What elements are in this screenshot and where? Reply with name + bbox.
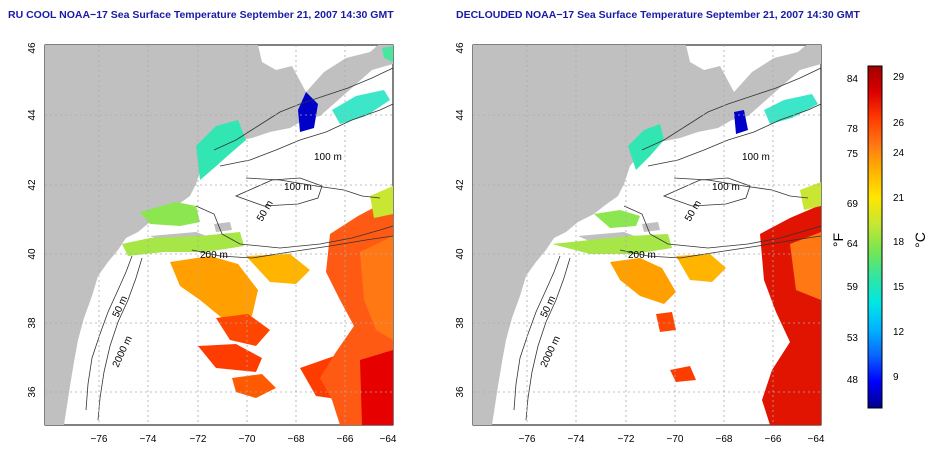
lon-tick-76-right: −76	[519, 434, 536, 445]
lon-tick-64-right: −64	[808, 434, 825, 445]
lon-tick-70-right: −70	[667, 434, 684, 445]
lat-tick-42: 42	[27, 179, 38, 191]
lat-tick-38: 38	[27, 317, 38, 329]
colorbar-c-26: 26	[893, 118, 905, 129]
lon-tick-70: −70	[239, 434, 256, 445]
lat-tick-46-right: 46	[455, 42, 466, 54]
right-map-panel: 100 m 100 m 50 m 200 m 50 m 2000 m −76 −…	[455, 42, 825, 445]
colorbar-f-59: 59	[847, 282, 859, 293]
left-map-panel: 100 m 100 m 50 m 200 m 50 m 2000 m −76 −…	[27, 42, 397, 445]
lon-tick-64: −64	[380, 434, 397, 445]
colorbar-unit-celsius: °C	[912, 232, 928, 248]
lat-tick-44: 44	[27, 109, 38, 121]
lat-tick-38-right: 38	[455, 317, 466, 329]
contour-label-100m-2: 100 m	[284, 182, 312, 193]
colorbar-f-48: 48	[847, 375, 859, 386]
right-map-grid	[473, 45, 821, 425]
colorbar-gradient	[867, 65, 883, 409]
lat-tick-40-right: 40	[455, 248, 466, 260]
left-bathymetry-contours	[85, 67, 394, 421]
right-sst-field	[552, 94, 821, 425]
lon-tick-72: −72	[190, 434, 207, 445]
colorbar-c-21: 21	[893, 193, 905, 204]
lon-tick-74: −74	[140, 434, 157, 445]
lon-tick-66-right: −66	[765, 434, 782, 445]
colorbar-f-78: 78	[847, 124, 859, 135]
colorbar-f-69: 69	[847, 199, 859, 210]
colorbar-c-24: 24	[893, 148, 905, 159]
lat-tick-42-right: 42	[455, 179, 466, 191]
lon-tick-68: −68	[288, 434, 305, 445]
colorbar-c-12: 12	[893, 327, 905, 338]
lat-tick-40: 40	[27, 248, 38, 260]
contour-label-100m-2-right: 100 m	[712, 182, 740, 193]
colorbar-f-64: 64	[847, 239, 859, 250]
colorbar-c-9: 9	[893, 372, 899, 383]
colorbar-c-15: 15	[893, 282, 905, 293]
right-map-title: DECLOUDED NOAA−17 Sea Surface Temperatur…	[456, 9, 860, 21]
colorbar-f-84: 84	[847, 74, 859, 85]
left-map-title: RU COOL NOAA−17 Sea Surface Temperature …	[8, 9, 394, 21]
contour-label-100m: 100 m	[314, 152, 342, 163]
colorbar-unit-fahrenheit: °F	[830, 233, 846, 247]
lon-tick-72-right: −72	[618, 434, 635, 445]
lat-tick-44-right: 44	[455, 109, 466, 121]
temperature-colorbar: 84 78 75 69 64 59 53 48 29 26 24 21 18 1…	[830, 65, 928, 409]
right-bathymetry-contours	[513, 67, 822, 421]
lat-tick-36: 36	[27, 386, 38, 398]
lat-tick-46: 46	[27, 42, 38, 54]
contour-label-200m: 200 m	[200, 250, 228, 261]
lon-tick-76: −76	[91, 434, 108, 445]
colorbar-f-53: 53	[847, 333, 859, 344]
colorbar-c-29: 29	[893, 72, 905, 83]
colorbar-f-75: 75	[847, 149, 859, 160]
lon-tick-68-right: −68	[716, 434, 733, 445]
colorbar-c-18: 18	[893, 237, 905, 248]
left-map-grid	[45, 45, 393, 425]
lon-tick-74-right: −74	[568, 434, 585, 445]
lon-tick-66: −66	[337, 434, 354, 445]
contour-label-100m-right: 100 m	[742, 152, 770, 163]
lat-tick-36-right: 36	[455, 386, 466, 398]
contour-label-200m-right: 200 m	[628, 250, 656, 261]
